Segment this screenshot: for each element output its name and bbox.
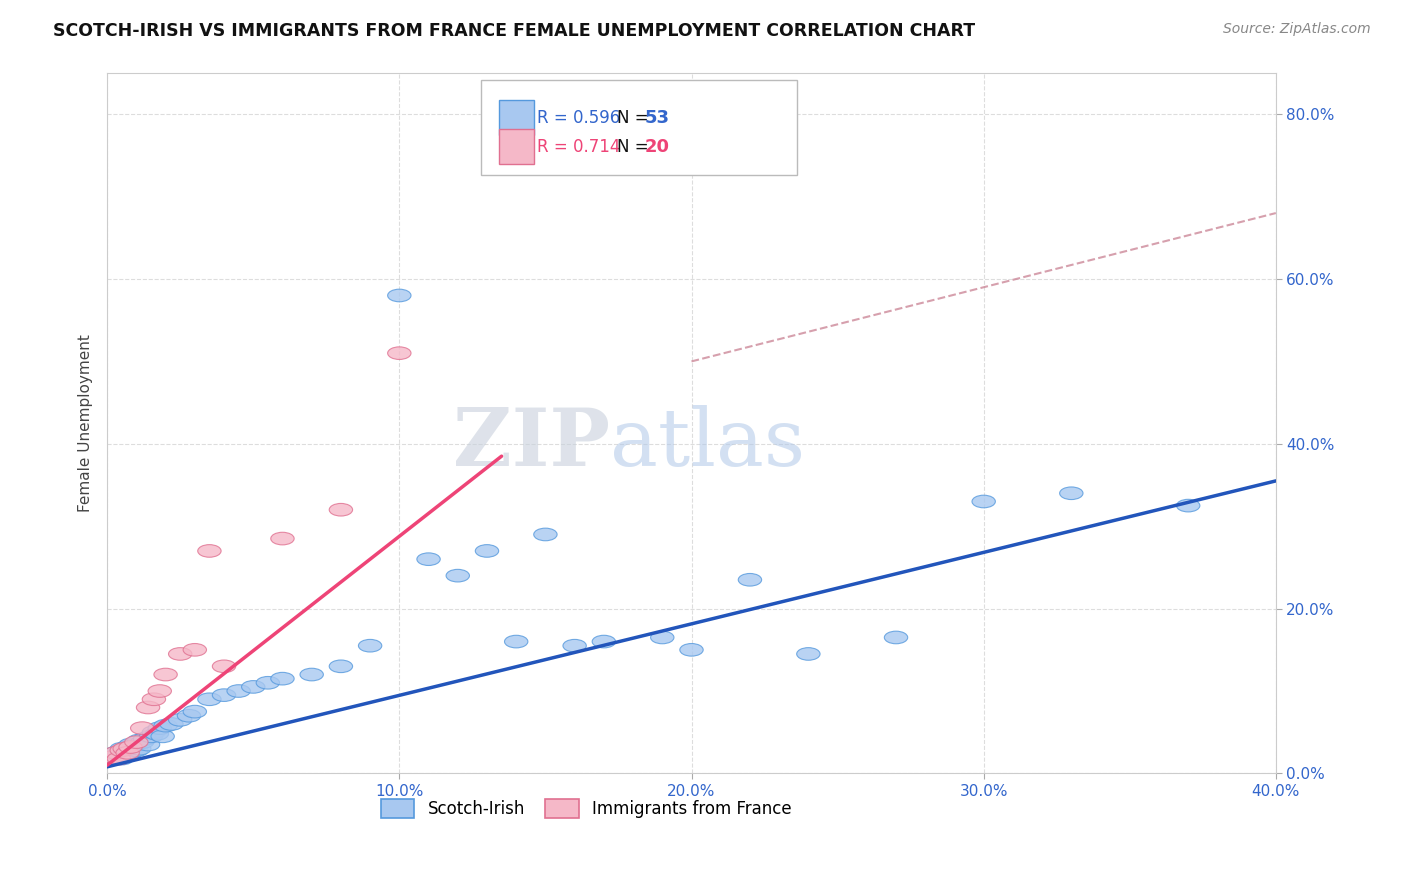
Text: atlas: atlas (610, 405, 804, 483)
Ellipse shape (534, 528, 557, 541)
FancyBboxPatch shape (499, 100, 534, 136)
Ellipse shape (271, 533, 294, 545)
Ellipse shape (112, 744, 136, 756)
Ellipse shape (183, 706, 207, 718)
Ellipse shape (112, 742, 136, 755)
Ellipse shape (136, 701, 160, 714)
Ellipse shape (142, 693, 166, 706)
Ellipse shape (198, 693, 221, 706)
FancyBboxPatch shape (499, 129, 534, 164)
Ellipse shape (505, 635, 527, 648)
Ellipse shape (183, 643, 207, 657)
Ellipse shape (104, 747, 128, 759)
Ellipse shape (177, 709, 201, 722)
Ellipse shape (388, 347, 411, 359)
Ellipse shape (651, 632, 673, 644)
Ellipse shape (562, 640, 586, 652)
Ellipse shape (226, 685, 250, 698)
Ellipse shape (142, 726, 166, 739)
Ellipse shape (446, 569, 470, 582)
Ellipse shape (198, 545, 221, 558)
Ellipse shape (120, 747, 142, 759)
Ellipse shape (115, 740, 139, 754)
Ellipse shape (145, 728, 169, 740)
Ellipse shape (1060, 487, 1083, 500)
Ellipse shape (738, 574, 762, 586)
Ellipse shape (299, 668, 323, 681)
Text: R = 0.596: R = 0.596 (537, 109, 620, 127)
Ellipse shape (115, 749, 139, 762)
Ellipse shape (125, 736, 148, 748)
FancyBboxPatch shape (481, 80, 797, 175)
Ellipse shape (107, 752, 131, 765)
Ellipse shape (136, 739, 160, 751)
Ellipse shape (388, 289, 411, 301)
Ellipse shape (150, 730, 174, 743)
Ellipse shape (212, 689, 236, 701)
Ellipse shape (169, 648, 191, 660)
Ellipse shape (592, 635, 616, 648)
Ellipse shape (416, 553, 440, 566)
Ellipse shape (212, 660, 236, 673)
Ellipse shape (120, 740, 142, 754)
Ellipse shape (120, 739, 142, 751)
Text: N =: N = (617, 109, 654, 127)
Ellipse shape (101, 751, 125, 764)
Ellipse shape (125, 744, 148, 756)
Text: N =: N = (617, 137, 654, 155)
Ellipse shape (128, 742, 150, 755)
Y-axis label: Female Unemployment: Female Unemployment (79, 334, 93, 512)
Ellipse shape (104, 747, 128, 759)
Ellipse shape (329, 660, 353, 673)
Ellipse shape (884, 632, 908, 644)
Ellipse shape (139, 730, 163, 743)
Ellipse shape (107, 749, 131, 762)
Ellipse shape (148, 722, 172, 734)
Ellipse shape (1177, 500, 1199, 512)
Ellipse shape (169, 714, 191, 726)
Ellipse shape (271, 673, 294, 685)
Ellipse shape (110, 744, 134, 756)
Text: Source: ZipAtlas.com: Source: ZipAtlas.com (1223, 22, 1371, 37)
Ellipse shape (131, 722, 153, 734)
Ellipse shape (153, 719, 177, 732)
Text: 53: 53 (645, 109, 669, 127)
Ellipse shape (160, 718, 183, 731)
Ellipse shape (131, 736, 153, 748)
Ellipse shape (359, 640, 382, 652)
Text: ZIP: ZIP (453, 405, 610, 483)
Ellipse shape (110, 752, 134, 765)
Ellipse shape (148, 685, 172, 698)
Text: SCOTCH-IRISH VS IMMIGRANTS FROM FRANCE FEMALE UNEMPLOYMENT CORRELATION CHART: SCOTCH-IRISH VS IMMIGRANTS FROM FRANCE F… (53, 22, 976, 40)
Ellipse shape (681, 643, 703, 657)
Ellipse shape (122, 742, 145, 755)
Ellipse shape (115, 747, 139, 759)
Ellipse shape (134, 732, 157, 745)
Ellipse shape (797, 648, 820, 660)
Legend: Scotch-Irish, Immigrants from France: Scotch-Irish, Immigrants from France (374, 792, 799, 824)
Text: 20: 20 (645, 137, 669, 155)
Ellipse shape (101, 751, 125, 764)
Ellipse shape (110, 742, 134, 755)
Ellipse shape (125, 739, 148, 751)
Ellipse shape (972, 495, 995, 508)
Text: R = 0.714: R = 0.714 (537, 137, 620, 155)
Ellipse shape (475, 545, 499, 558)
Ellipse shape (329, 503, 353, 516)
Ellipse shape (128, 734, 150, 747)
Ellipse shape (153, 668, 177, 681)
Ellipse shape (242, 681, 264, 693)
Ellipse shape (256, 676, 280, 690)
